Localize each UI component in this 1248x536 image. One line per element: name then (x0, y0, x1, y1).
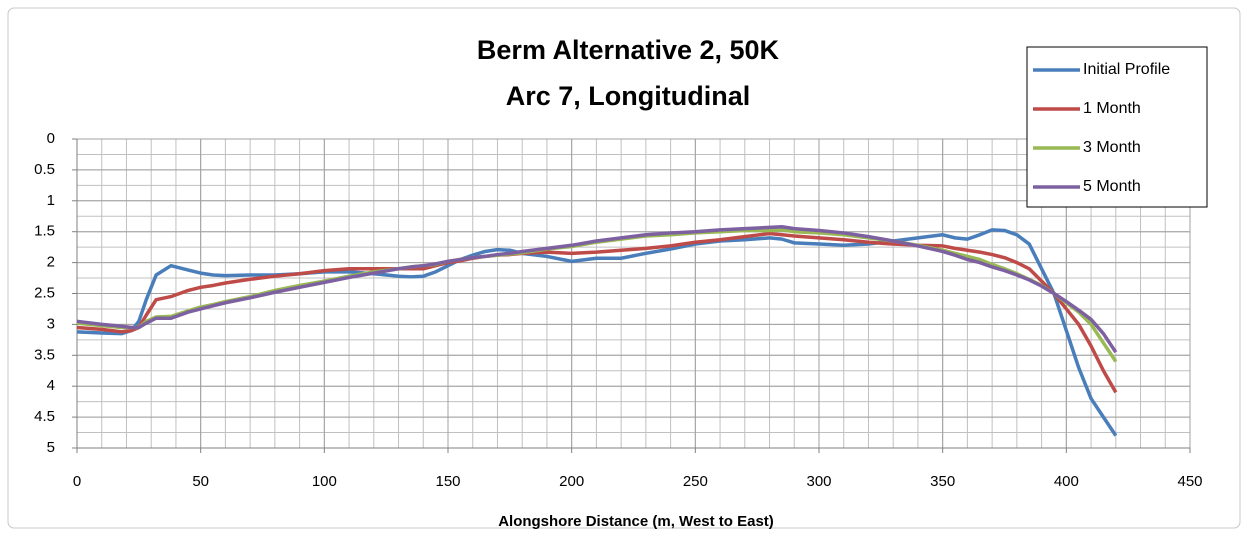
x-tick-label: 450 (1177, 473, 1202, 490)
chart-border (7, 7, 1241, 529)
y-tick-label: 1.5 (34, 223, 55, 240)
x-tick-label: 250 (683, 473, 708, 490)
y-tick-label: 2.5 (34, 284, 55, 301)
y-tick-label: 0.5 (34, 161, 55, 178)
series-line (76, 225, 1118, 354)
y-tick-label: 2 (47, 254, 55, 271)
y-tick-label: 3 (47, 315, 55, 332)
x-tick-label: 50 (192, 473, 209, 490)
x-tick-label: 300 (806, 473, 831, 490)
y-tick-label: 4 (47, 377, 55, 394)
series-line (76, 231, 1118, 394)
x-axis-label: Alongshore Distance (m, West to East) (498, 513, 774, 530)
x-tick-label: 0 (73, 473, 81, 490)
y-tick-label: 4.5 (34, 408, 55, 425)
legend-label: Initial Profile (1083, 61, 1170, 78)
x-tick-label: 350 (930, 473, 955, 490)
series-line (76, 228, 1118, 437)
legend-label: 3 Month (1083, 139, 1141, 156)
x-tick-label: 200 (559, 473, 584, 490)
chart-title: Berm Alternative 2, 50K (477, 35, 780, 65)
y-tick-label: 0 (47, 130, 55, 147)
chart-subtitle: Arc 7, Longitudinal (506, 81, 751, 111)
y-tick-label: 5 (47, 439, 55, 456)
y-tick-label: 3.5 (34, 346, 55, 363)
x-tick-label: 150 (435, 473, 460, 490)
legend-label: 1 Month (1083, 100, 1141, 117)
x-tick-label: 100 (312, 473, 337, 490)
legend-box (1026, 46, 1208, 208)
x-tick-label: 400 (1054, 473, 1079, 490)
legend-label: 5 Month (1083, 178, 1141, 195)
y-tick-label: 1 (47, 192, 55, 209)
